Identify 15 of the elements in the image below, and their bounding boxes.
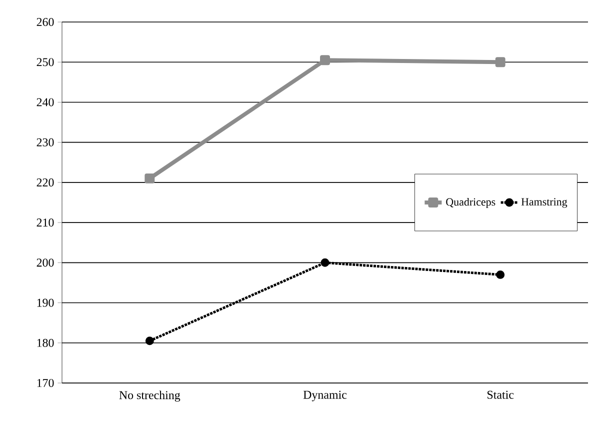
legend-label: Quadriceps xyxy=(446,198,496,208)
legend-label: Hamstring xyxy=(521,198,568,208)
x-tick-label: Dynamic xyxy=(303,390,347,402)
x-tick-label: Static xyxy=(488,390,514,399)
y-tick-label: 190 xyxy=(37,298,54,307)
y-tick-label: 240 xyxy=(36,98,54,106)
y-tick-label: 260 xyxy=(36,18,54,26)
y-tick-label: 180 xyxy=(37,338,54,347)
y-tick-label: 170 xyxy=(37,378,54,388)
y-tick-label: 230 xyxy=(36,138,54,146)
y-tick-label: 250 xyxy=(36,58,54,66)
y-tick-label: 220 xyxy=(36,178,54,186)
y-tick-label: 210 xyxy=(36,218,54,227)
y-tick-label: 200 xyxy=(36,258,54,267)
x-tick-label: No streching xyxy=(119,390,180,402)
